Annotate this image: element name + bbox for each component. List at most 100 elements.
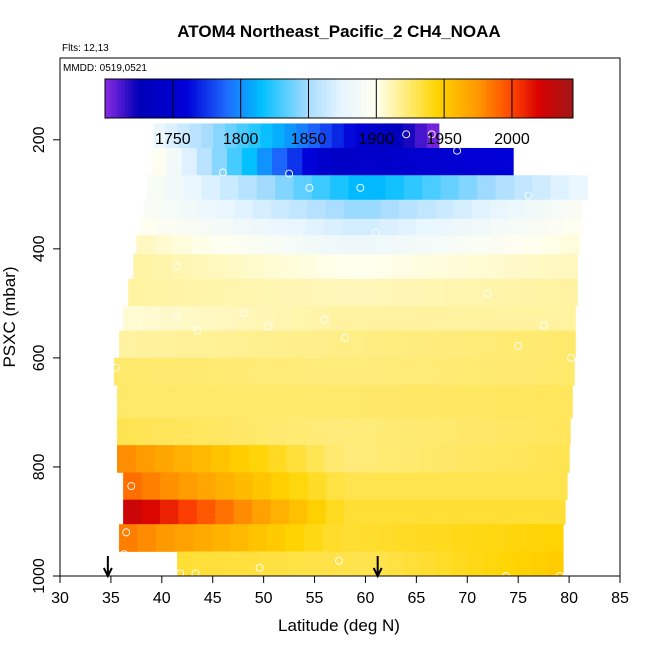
sample-point [127, 482, 136, 490]
heatmap-cell [143, 199, 163, 220]
heatmap-cell [201, 123, 214, 149]
heatmap-cell [530, 472, 550, 501]
heatmap-cell [308, 472, 328, 501]
heatmap-cell [475, 417, 496, 446]
heatmap-cell [349, 306, 369, 332]
heatmap-cell [285, 524, 305, 552]
heatmap-cell [367, 123, 380, 149]
heatmap-cell [325, 385, 346, 419]
y-tick-label: 400 [31, 235, 48, 262]
x-tick-label: 80 [560, 590, 578, 607]
colorbar-segment [305, 79, 310, 118]
heatmap-cell [302, 147, 318, 176]
heatmap-cell [173, 445, 193, 473]
heatmap-cell [447, 254, 467, 280]
colorbar-segment [369, 79, 373, 118]
heatmap-cell [307, 499, 327, 525]
heatmap-cell [220, 175, 239, 201]
x-tick-label: 75 [509, 590, 527, 607]
heatmap-cell [422, 147, 439, 176]
heatmap-cell [453, 199, 473, 220]
heatmap-cell [136, 235, 156, 255]
sample-point [483, 289, 492, 298]
heatmap-cell [287, 385, 308, 419]
heatmap-cell [450, 235, 470, 255]
heatmap-cell [499, 330, 519, 359]
heatmap-cell [509, 499, 529, 525]
heatmap-cell [281, 254, 301, 280]
heatmap-cell [234, 472, 254, 501]
heatmap-cell [135, 417, 156, 446]
heatmap-cell [512, 445, 533, 473]
heatmap-cell [213, 218, 233, 236]
colorbar-segment [429, 79, 434, 118]
sample-point [191, 569, 200, 578]
colorbar: 1750 1800 1850 1900 1950 2000 [104, 78, 574, 148]
heatmap-cell [466, 254, 486, 280]
colorbar-segment [435, 79, 440, 118]
heatmap-cell [433, 524, 453, 552]
colorbar-segment [128, 79, 133, 118]
heatmap-cell [362, 147, 379, 176]
colorbar-segment [342, 79, 347, 118]
colorbar-segment [131, 79, 136, 118]
heatmap-cell [550, 445, 570, 473]
heatmap-cell [553, 385, 573, 419]
heatmap-cell [195, 330, 215, 359]
heatmap-cell [146, 175, 166, 201]
heatmap-cell [368, 306, 388, 332]
colorbar-segment [322, 79, 327, 118]
heatmap-cell [292, 306, 313, 332]
heatmap-cell [452, 147, 469, 176]
heatmap-cell [531, 445, 551, 473]
sample-point [157, 133, 166, 142]
colorbar-segment [175, 79, 180, 118]
heatmap-cell [165, 278, 185, 307]
heatmap-cell [362, 417, 382, 446]
y-tick-label: 200 [31, 126, 48, 153]
heatmap-cell [117, 385, 137, 419]
heatmap-cell [286, 445, 306, 473]
heatmap-cell [319, 123, 333, 149]
heatmap-cell [558, 278, 578, 307]
colorbar-segment [178, 79, 183, 118]
colorbar-segment [379, 79, 383, 118]
heatmap-cell [176, 218, 196, 236]
colorbar-segment [335, 79, 340, 118]
heatmap-cell [177, 123, 190, 149]
heatmap-cell [462, 306, 482, 332]
heatmap-cell [436, 499, 456, 525]
heatmap-cell [179, 306, 200, 332]
heatmap-cell [211, 445, 231, 473]
heatmap-cell [400, 472, 420, 501]
colorbar-segment [135, 79, 139, 118]
heatmap-cell [487, 235, 507, 255]
heatmap-cell [193, 551, 210, 577]
heatmap-cell [518, 306, 539, 332]
colorbar-segment [502, 79, 507, 118]
heatmap-cell [382, 472, 402, 501]
heatmap-cell [141, 499, 161, 525]
heatmap-cell [289, 551, 307, 577]
plot-frame [59, 57, 621, 577]
heatmap-cell [405, 306, 426, 332]
heatmap-cell [422, 175, 442, 201]
heatmap-cell [343, 445, 363, 473]
heatmap-cell [413, 235, 433, 255]
heatmap-cell [534, 385, 554, 419]
colorbar-segment [275, 79, 280, 118]
colorbar-segment [328, 79, 333, 118]
heatmap-cell [244, 254, 264, 280]
heatmap-cell [203, 278, 223, 307]
heatmap-cell [513, 175, 533, 201]
heatmap-cell [211, 524, 231, 552]
colorbar-tick-label: 1750 [155, 131, 191, 148]
colorbar-segment [439, 79, 444, 118]
colorbar-segment [546, 79, 551, 118]
colorbar-segment [215, 79, 220, 118]
heatmap-cell [117, 445, 137, 473]
heatmap-cell [139, 218, 159, 236]
x-axis-title: Latitude (deg N) [278, 616, 400, 635]
heatmap-cell [151, 147, 168, 176]
heatmap-cell [230, 445, 250, 473]
